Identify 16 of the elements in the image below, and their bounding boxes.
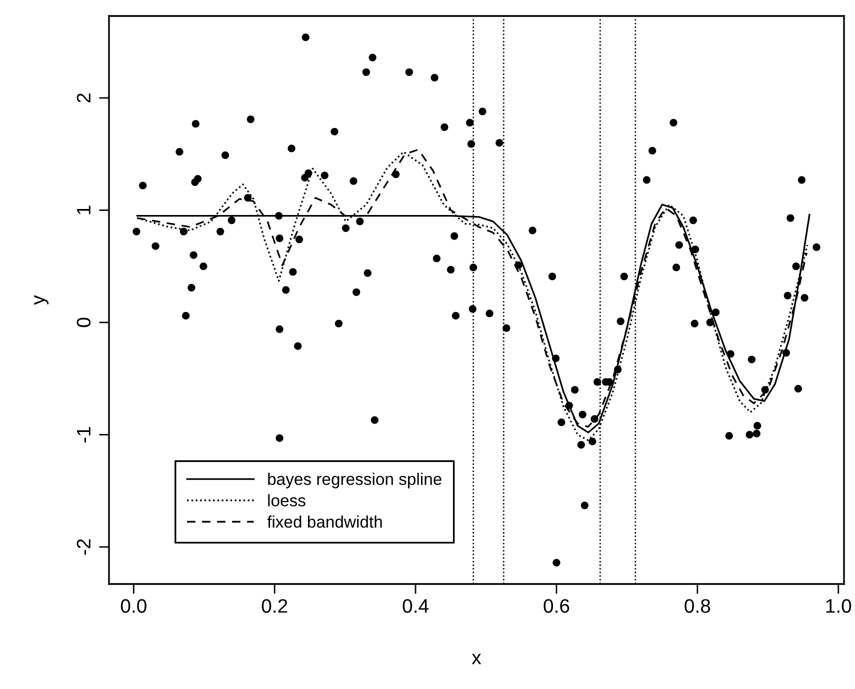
x-tick-label: 0.0 bbox=[120, 599, 146, 613]
y-tick-label: -2 bbox=[76, 539, 90, 555]
legend-label: bayes regression spline bbox=[268, 472, 442, 488]
y-axis-title: y bbox=[34, 295, 49, 305]
y-tick-label: 0 bbox=[76, 318, 91, 328]
x-tick-label: 0.8 bbox=[684, 599, 710, 613]
legend-label: fixed bandwidth bbox=[267, 516, 382, 528]
y-tick-label: 2 bbox=[76, 94, 90, 102]
y-tick-label: -1 bbox=[77, 427, 90, 442]
x-tick-label: 0.6 bbox=[544, 599, 570, 613]
y-tick-label: 1 bbox=[77, 206, 90, 214]
legend-label: loess bbox=[268, 494, 306, 506]
x-tick-label: 0.2 bbox=[262, 599, 288, 613]
x-tick-label: 1.0 bbox=[826, 599, 852, 613]
x-axis-title: x bbox=[472, 654, 482, 664]
x-tick-label: 0.4 bbox=[402, 599, 428, 613]
